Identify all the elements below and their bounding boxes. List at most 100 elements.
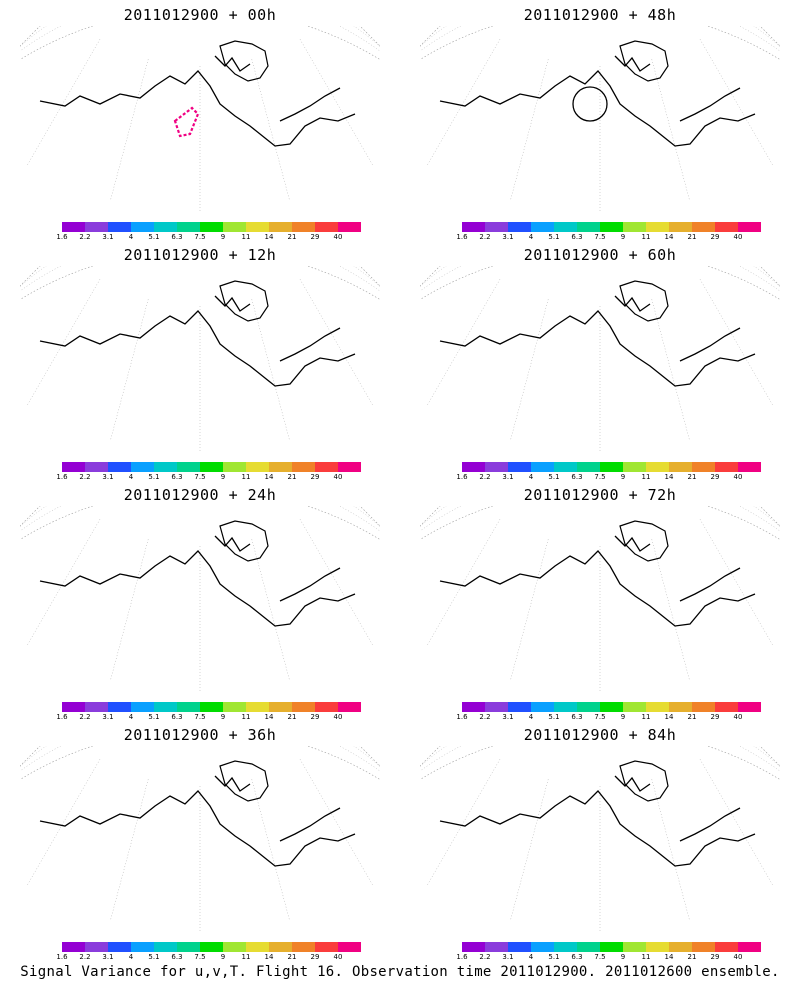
colorbar-tick-label: 1.6 — [56, 473, 68, 481]
colorbar-segment — [600, 462, 623, 472]
colorbar-tick-label: 11 — [641, 953, 651, 961]
colorbar-segment — [508, 222, 531, 232]
variance-field — [450, 47, 738, 110]
colorbar-segment — [669, 222, 692, 232]
forecast-panel: 2011012900 + 12h 1.6 2.2 3.1 4 5.1 6.3 7.5 9 11 14… — [0, 240, 400, 483]
colorbar-labels: 1.6 2.2 3.1 4 5.1 6.3 7.5 9 11 14 21 29 40 — [56, 233, 366, 243]
colorbar-segment — [200, 702, 223, 712]
colorbar-tick-label: 1.6 — [456, 233, 468, 241]
colorbar-labels: 1.6 2.2 3.1 4 5.1 6.3 7.5 9 11 14 21 29 40 — [56, 473, 366, 483]
colorbar-tick-label: 3.1 — [102, 473, 114, 481]
colorbar-segment — [315, 462, 338, 472]
colorbar-segment — [338, 942, 361, 952]
colorbar-tick-label: 11 — [641, 233, 651, 241]
colorbar-tick-label: 5.1 — [148, 233, 160, 241]
map-frame — [420, 506, 780, 541]
colorbar-segment — [131, 462, 154, 472]
colorbar-segment — [485, 942, 508, 952]
colorbar-segment — [292, 222, 315, 232]
greenland-outline — [219, 280, 269, 322]
colorbar-segment — [131, 942, 154, 952]
variance-map — [20, 266, 380, 451]
graticule — [420, 26, 780, 211]
greenland-outline — [619, 40, 669, 82]
colorbar-tick-label: 9 — [220, 713, 226, 721]
colorbar-tick-label: 3.1 — [502, 233, 514, 241]
colorbar-tick-label: 3.1 — [502, 953, 514, 961]
colorbar-segment — [246, 942, 269, 952]
colorbar-segment — [315, 702, 338, 712]
colorbar-tick-label: 40 — [733, 473, 743, 481]
colorbar-segment — [85, 222, 108, 232]
map-frame — [20, 26, 380, 61]
colorbar-segment — [177, 702, 200, 712]
panel-title: 2011012900 + 60h — [523, 246, 677, 264]
colorbar-segment — [600, 702, 623, 712]
colorbar-tick-label: 9 — [220, 233, 226, 241]
colorbar-labels: 1.6 2.2 3.1 4 5.1 6.3 7.5 9 11 14 21 29 40 — [456, 233, 766, 243]
colorbar-segment — [62, 222, 85, 232]
colorbar-segment — [738, 222, 761, 232]
colorbar-labels: 1.6 2.2 3.1 4 5.1 6.3 7.5 9 11 14 21 29 40 — [56, 953, 366, 963]
colorbar-segment — [577, 462, 600, 472]
colorbar-segment — [715, 702, 738, 712]
colorbar-segment — [154, 222, 177, 232]
colorbar-segment — [692, 222, 715, 232]
colorbar-segment — [269, 942, 292, 952]
colorbar-segment — [223, 222, 246, 232]
forecast-panel: 2011012900 + 24h 1.6 2.2 3.1 4 5.1 6.3 7.5 9 11 14… — [0, 480, 400, 723]
colorbar-segment — [692, 942, 715, 952]
colorbar-tick-label: 21 — [287, 233, 297, 241]
colorbar-segment — [715, 222, 738, 232]
colorbar-tick-label: 14 — [264, 953, 274, 961]
variance-map — [420, 26, 780, 211]
colorbar-tick-label: 6.3 — [571, 233, 583, 241]
colorbar-tick-label: 6.3 — [571, 713, 583, 721]
colorbar-tick-label: 21 — [687, 953, 697, 961]
panel-title: 2011012900 + 36h — [123, 726, 277, 744]
colorbar-tick-label: 11 — [241, 713, 251, 721]
colorbar-tick-label: 2.2 — [79, 953, 91, 961]
colorbar-tick-label: 2.2 — [79, 713, 91, 721]
colorbar-labels: 1.6 2.2 3.1 4 5.1 6.3 7.5 9 11 14 21 29 40 — [56, 713, 366, 723]
colorbar-segment — [600, 942, 623, 952]
colorbar-segment — [154, 462, 177, 472]
colorbar-tick-label: 6.3 — [571, 473, 583, 481]
colorbar-segment — [177, 222, 200, 232]
colorbar-tick-label: 29 — [310, 473, 320, 481]
colorbar-tick-label: 7.5 — [194, 473, 206, 481]
panel-title: 2011012900 + 00h — [123, 6, 277, 24]
colorbar-tick-label: 3.1 — [102, 953, 114, 961]
panel-title: 2011012900 + 84h — [523, 726, 677, 744]
variance-map — [20, 506, 380, 691]
colorbar-segment — [292, 462, 315, 472]
colorbar-segment — [485, 222, 508, 232]
colorbar-segment — [554, 222, 577, 232]
colorbar-tick-label: 4 — [128, 953, 134, 961]
colorbar-segment — [131, 702, 154, 712]
colorbar-tick-label: 7.5 — [194, 713, 206, 721]
colorbar-segment — [554, 942, 577, 952]
colorbar-tick-label: 40 — [333, 713, 343, 721]
colorbar-tick-label: 7.5 — [594, 233, 606, 241]
colorbar-tick-label: 21 — [687, 233, 697, 241]
forecast-panel: 2011012900 + 72h 1.6 2.2 3.1 4 5.1 6.3 7.5 9 11 14… — [400, 480, 800, 721]
colorbar-segment — [131, 222, 154, 232]
colorbar-tick-label: 1.6 — [56, 233, 68, 241]
colorbar-segment — [738, 462, 761, 472]
colorbar-segment — [62, 702, 85, 712]
colorbar-tick-label: 6.3 — [171, 953, 183, 961]
colorbar-segment — [338, 222, 361, 232]
colorbar-tick-label: 3.1 — [102, 713, 114, 721]
colorbar-tick-label: 40 — [333, 953, 343, 961]
colorbar-tick-label: 11 — [641, 473, 651, 481]
colorbar-segment — [85, 942, 108, 952]
colorbar-tick-label: 1.6 — [456, 473, 468, 481]
colorbar-tick-label: 4 — [128, 233, 134, 241]
colorbar-tick-label: 21 — [287, 473, 297, 481]
colorbar-tick-label: 14 — [264, 233, 274, 241]
colorbar-tick-label: 4 — [128, 473, 134, 481]
colorbar — [462, 942, 761, 952]
colorbar-tick-label: 40 — [333, 233, 343, 241]
colorbar-segment — [623, 462, 646, 472]
